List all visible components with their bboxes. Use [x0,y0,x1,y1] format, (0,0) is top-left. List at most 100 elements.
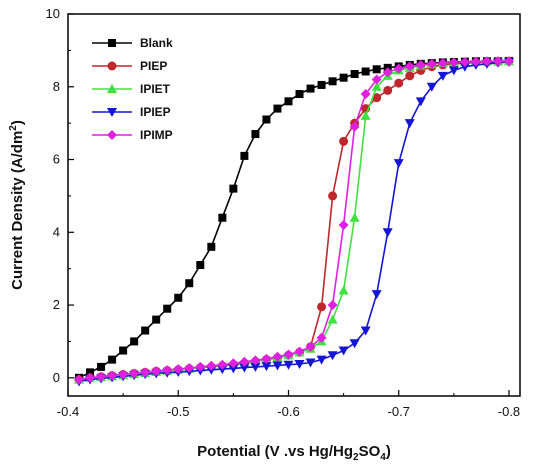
data-point-blank [196,261,205,270]
data-point-ipimp [173,364,184,375]
data-point-blank [97,362,106,371]
y-tick-label: 0 [53,370,60,385]
data-point-blank [86,368,95,377]
data-point-ipimp [96,371,107,382]
legend-item-piep: PIEP [92,59,167,73]
legend-label-ipimp: IPIMP [140,128,173,142]
data-point-ipiep [228,364,239,374]
data-point-piep [405,71,415,81]
data-point-ipiep [415,97,426,107]
data-point-blank [108,355,117,364]
data-point-ipimp [228,358,239,369]
data-point-ipimp [415,59,426,70]
data-point-ipiep [393,159,404,169]
y-axis-ticks: 0 2 4 6 8 10 [46,6,74,385]
data-point-ipimp [74,374,85,385]
data-point-blank [262,115,271,124]
data-point-ipimp [371,74,382,85]
data-point-ipimp [360,89,371,100]
data-point-ipimp [195,361,206,372]
data-point-ipimp [470,56,481,67]
series-ipimp [74,56,514,385]
data-point-ipiep [382,228,393,238]
data-point-blank [317,80,326,89]
data-point-ipiep [283,360,294,370]
legend-label-piep: PIEP [140,59,167,73]
legend-marker-blank [108,39,116,47]
data-point-ipiep [426,82,437,92]
data-point-ipiep [261,362,272,372]
data-point-ipimp [327,300,338,311]
data-point-ipimp [404,61,415,72]
data-point-ipiep [239,363,250,373]
data-point-blank [295,90,304,99]
data-point-ipimp [503,56,514,67]
data-point-blank [372,65,381,74]
y-axis-title: Current Density (A/dm2) [8,120,26,290]
data-point-ipiep [360,326,371,336]
data-point-ipimp [217,359,228,370]
data-point-ipiep [327,351,338,361]
legend-label-ipiep: IPIEP [140,105,171,119]
data-point-blank [328,77,337,86]
data-point-ipimp [338,220,349,231]
data-point-piep [394,78,404,88]
data-point-blank [185,279,194,288]
data-point-ipimp [272,351,283,362]
x-axis-ticks: -0.4 -0.5 -0.6 -0.7 -0.8 [57,390,520,419]
data-point-ipimp [481,56,492,67]
series-layer [74,56,514,387]
legend-item-ipimp: IPIMP [92,128,173,142]
legend-item-ipiep: IPIEP [92,105,171,119]
data-point-ipimp [184,362,195,373]
data-point-ipiep [338,346,349,356]
x-tick-label: -0.6 [277,404,299,419]
data-point-piep [317,302,327,312]
data-point-blank [152,315,161,324]
y-tick-label: 6 [53,152,60,167]
data-point-ipimp [250,355,261,366]
data-point-ipiep [349,339,360,349]
data-point-ipimp [294,346,305,357]
legend-marker-ipiet [107,84,117,93]
data-point-blank [141,326,150,335]
y-tick-label: 8 [53,79,60,94]
data-point-ipimp [151,366,162,377]
data-point-blank [174,293,183,302]
x-tick-label: -0.8 [498,404,520,419]
x-tick-label: -0.4 [57,404,79,419]
data-point-ipimp [448,57,459,68]
data-point-blank [339,73,348,82]
data-point-blank [306,84,315,93]
data-point-ipiet [338,285,349,295]
legend-label-blank: Blank [140,36,173,50]
data-point-blank [218,213,227,222]
data-point-ipiet [371,81,382,91]
data-point-ipimp [382,67,393,78]
data-point-piep [328,191,338,201]
data-point-blank [163,304,172,313]
data-point-ipimp [283,349,294,360]
data-point-ipimp [239,356,250,367]
plot-frame [67,13,521,397]
series-line-ipimp [78,60,509,381]
data-point-ipiep [459,62,470,72]
data-point-blank [130,337,139,346]
legend-label-ipiet: IPIET [140,82,171,96]
data-point-ipimp [426,58,437,69]
data-point-ipimp [118,369,129,380]
data-point-ipiet [327,314,338,324]
data-point-blank [240,151,249,160]
data-point-ipimp [437,58,448,69]
legend-item-ipiet: IPIET [92,82,171,96]
legend-item-blank: Blank [92,36,173,50]
data-point-piep [383,85,393,95]
data-point-ipiep [371,290,382,300]
x-axis-title: Potential (V .vs Hg/Hg2SO4) [197,443,391,463]
data-point-blank [207,242,216,251]
data-point-ipimp [393,63,404,74]
data-point-ipimp [206,360,217,371]
data-point-ipimp [316,332,327,343]
data-point-ipiep [404,119,415,129]
